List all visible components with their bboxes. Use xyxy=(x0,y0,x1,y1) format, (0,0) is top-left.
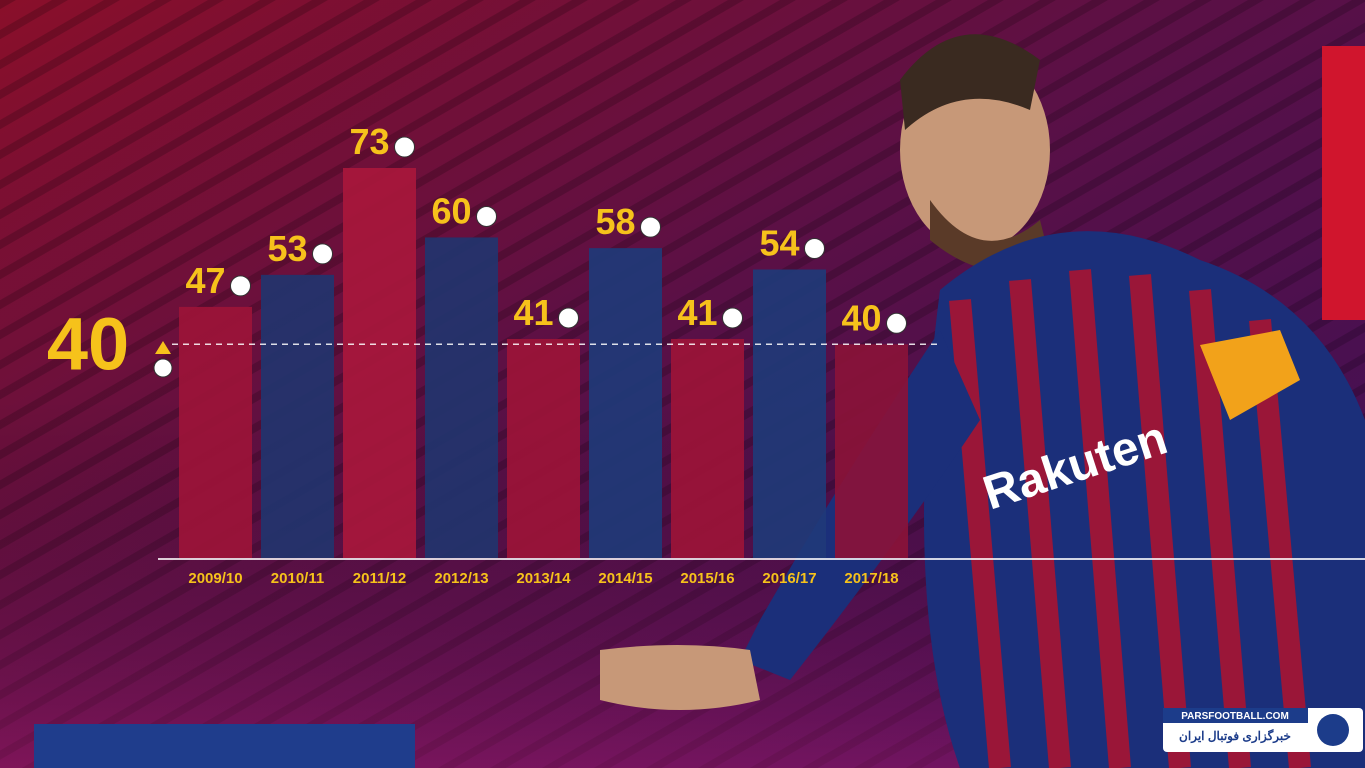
x-tick-label: 2017/18 xyxy=(844,570,898,587)
x-tick-label: 2016/17 xyxy=(762,570,816,587)
value-label: 73 xyxy=(349,121,389,162)
ball-icon xyxy=(640,216,661,238)
bar xyxy=(507,338,580,558)
bar xyxy=(343,168,416,558)
ball-icon xyxy=(804,238,825,260)
x-tick-label: 2014/15 xyxy=(598,570,652,587)
value-label: 60 xyxy=(431,190,471,231)
bar xyxy=(753,269,826,558)
value-label: 53 xyxy=(267,228,307,269)
value-label: 47 xyxy=(185,260,225,301)
bar xyxy=(179,306,252,558)
ball-icon xyxy=(312,243,333,265)
reference-arrow xyxy=(155,341,171,354)
x-tick-label: 2009/10 xyxy=(188,570,242,587)
bar xyxy=(261,274,334,558)
x-tick-label: 2010/11 xyxy=(271,570,324,587)
watermark-logo xyxy=(1317,714,1349,746)
value-label: 58 xyxy=(595,201,635,242)
x-tick-label: 2013/14 xyxy=(516,570,571,587)
value-label: 41 xyxy=(677,292,717,333)
x-tick-label: 2015/16 xyxy=(680,570,734,587)
watermark: PARSFOOTBALL.COM خبرگزاری فوتبال ایران xyxy=(1163,708,1363,752)
ball-icon xyxy=(558,307,579,329)
bar xyxy=(425,237,498,558)
watermark-name: خبرگزاری فوتبال ایران xyxy=(1179,728,1291,744)
ball-icon xyxy=(394,136,415,158)
reference-label: 40 xyxy=(47,303,129,386)
value-label: 40 xyxy=(841,297,881,338)
ball-icon xyxy=(230,275,251,297)
value-label: 41 xyxy=(513,292,553,333)
ball-icon xyxy=(886,312,907,334)
bar xyxy=(835,344,908,558)
watermark-site: PARSFOOTBALL.COM xyxy=(1181,711,1289,722)
accent-bar xyxy=(1322,46,1365,320)
ball-icon xyxy=(722,307,743,329)
ball-icon xyxy=(153,358,173,378)
watermark-strip xyxy=(1163,708,1308,723)
x-tick-label: 2012/13 xyxy=(434,570,488,587)
value-label: 54 xyxy=(759,223,799,264)
accent-bar xyxy=(34,724,415,768)
bar xyxy=(671,338,744,558)
bar xyxy=(589,248,662,558)
x-tick-label: 2011/12 xyxy=(353,570,406,587)
ball-icon xyxy=(476,205,497,227)
